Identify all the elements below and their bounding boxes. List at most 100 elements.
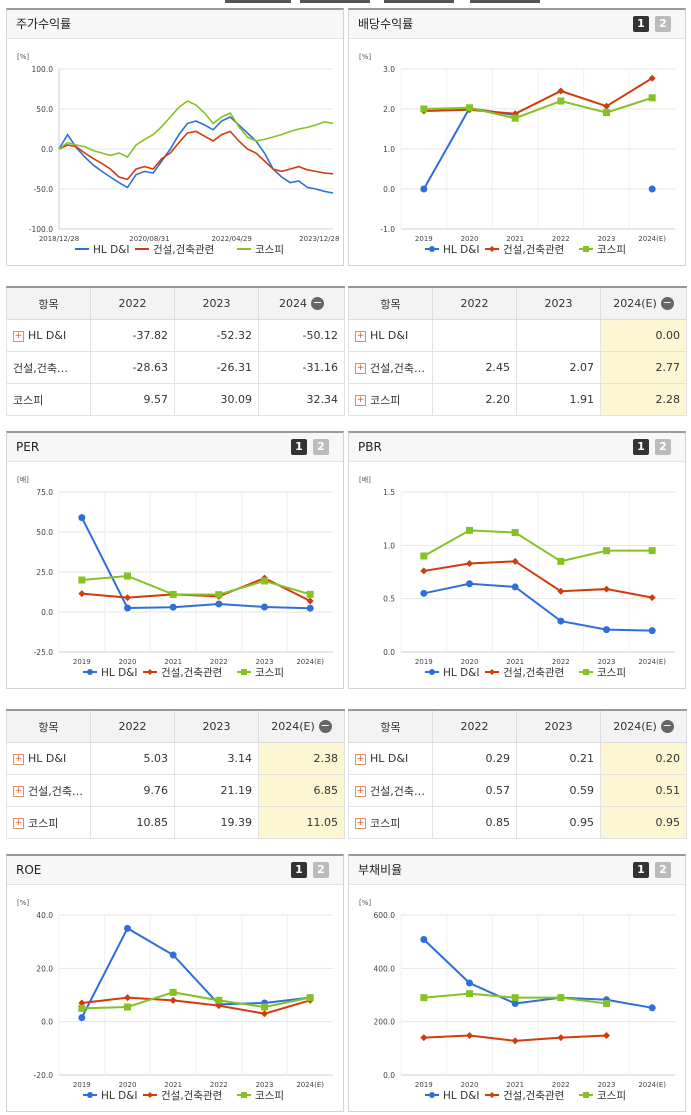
- data-point-kos: [124, 572, 131, 580]
- expand-icon[interactable]: +: [355, 818, 366, 829]
- view-2-button[interactable]: 2: [313, 439, 329, 455]
- data-point-kos: [466, 104, 473, 112]
- legend-label-kos: 코스피: [597, 667, 626, 679]
- table-header-cell: 2022: [90, 286, 175, 320]
- view-1-button[interactable]: 1: [633, 439, 649, 455]
- expand-icon[interactable]: +: [13, 330, 24, 342]
- y-tick-label: 0.0: [41, 1018, 53, 1027]
- row-label: + HL D&I: [6, 319, 91, 352]
- data-point-con: [78, 590, 86, 598]
- table-row: 코스피 9.57 30.09 32.34: [6, 383, 345, 416]
- y-tick-label: 1.5: [383, 488, 395, 497]
- legend-marker-con: [147, 1092, 153, 1098]
- y-tick-label: 1.0: [383, 145, 395, 154]
- view-1-button[interactable]: 1: [291, 439, 307, 455]
- legend-label-con: 건설,건축관련: [161, 1090, 222, 1102]
- view-2-button[interactable]: 2: [313, 862, 329, 878]
- table-row: + 코스피 10.85 19.39 11.05: [6, 806, 345, 839]
- table-header-cell: 2022: [90, 709, 175, 743]
- collapse-icon[interactable]: −: [660, 719, 674, 734]
- row-label: + HL D&I: [348, 319, 433, 352]
- expand-icon[interactable]: +: [355, 786, 366, 797]
- panel-title: 주가수익률: [7, 10, 343, 39]
- legend-marker-con: [489, 246, 495, 252]
- series-line-hl: [423, 582, 653, 632]
- table-cell: 0.51: [600, 774, 687, 807]
- y-tick-label: 0.0: [41, 145, 53, 154]
- table-cell: 2.07: [516, 351, 601, 384]
- data-point-con: [466, 1032, 473, 1040]
- table-row: + 코스피 0.85 0.95 0.95: [348, 806, 687, 839]
- data-point-con: [420, 567, 428, 575]
- view-2-button[interactable]: 2: [655, 16, 671, 32]
- data-point-hl: [124, 924, 131, 932]
- data-point-con: [215, 1002, 223, 1010]
- row-label: 건설,건축…: [6, 351, 91, 384]
- x-tick-label: 2023: [598, 1081, 616, 1089]
- series-line-kos: [81, 574, 311, 596]
- x-tick-label: 2021: [506, 658, 524, 666]
- x-tick-label: 2022: [552, 658, 570, 666]
- per-table: 항목 2022 2023 2024(E) − + HL D&I 5.03 3.14 2.38 + 건설…: [6, 709, 345, 839]
- data-point-hl: [261, 603, 268, 611]
- legend-marker-kos: [241, 1092, 247, 1098]
- expand-icon[interactable]: +: [13, 818, 24, 829]
- expand-icon[interactable]: +: [355, 395, 366, 406]
- y-tick-label: -100.0: [29, 225, 53, 234]
- data-point-kos: [124, 1003, 131, 1011]
- table-cell: 9.76: [90, 774, 175, 807]
- collapse-icon[interactable]: −: [311, 296, 324, 311]
- data-point-kos: [306, 994, 314, 1002]
- x-tick-label: 2024(E): [638, 658, 666, 666]
- y-tick-label: 400.0: [374, 964, 396, 973]
- data-point-con: [557, 587, 565, 595]
- debt-ratio-panel: 부채비율 1 2 [%] 600.0 400.0 200.0 0.0 2019 2020 20…: [348, 854, 686, 1112]
- x-tick-label: 2020: [119, 658, 137, 666]
- expand-icon[interactable]: +: [355, 330, 366, 342]
- data-point-con: [306, 597, 314, 605]
- legend-marker-kos: [583, 246, 589, 252]
- data-point-hl: [420, 185, 428, 193]
- legend-label-con: 건설,건축관련: [503, 244, 564, 256]
- panel-title: 부채비율: [358, 863, 403, 877]
- data-point-kos: [78, 1004, 86, 1012]
- x-tick-label: 2021: [164, 1081, 182, 1089]
- x-tick-label: 2019: [415, 658, 433, 666]
- collapse-icon[interactable]: −: [660, 296, 674, 311]
- per-chart: [배] 75.0 50.0 25.0 0.0 -25.0 2019 2020 2021 2022 2…: [17, 475, 333, 679]
- table-cell: -26.31: [174, 351, 259, 384]
- data-point-con: [648, 74, 656, 82]
- x-tick-label: 2020/08/31: [129, 235, 169, 243]
- expand-icon[interactable]: +: [355, 753, 366, 765]
- data-point-hl: [466, 580, 473, 588]
- view-1-button[interactable]: 1: [291, 862, 307, 878]
- x-tick-label: 2023: [256, 658, 274, 666]
- series-line-hl: [80, 517, 311, 610]
- view-2-button[interactable]: 2: [655, 439, 671, 455]
- table-cell: 6.85: [258, 774, 345, 807]
- data-point-con: [648, 594, 656, 602]
- expand-icon[interactable]: +: [355, 363, 366, 374]
- row-label: + HL D&I: [6, 742, 91, 775]
- y-tick-label: 20.0: [36, 964, 53, 973]
- table-header-cell: 항목: [6, 286, 91, 320]
- table-cell: 0.57: [432, 774, 517, 807]
- view-1-button[interactable]: 1: [633, 16, 649, 32]
- table-row: + HL D&I 0.00: [348, 319, 687, 352]
- data-point-kos: [420, 994, 428, 1002]
- collapse-icon[interactable]: −: [318, 719, 332, 734]
- table-cell: 5.03: [90, 742, 175, 775]
- x-tick-label: 2021: [164, 658, 182, 666]
- x-tick-label: 2022: [210, 1081, 228, 1089]
- data-point-kos: [511, 994, 519, 1002]
- row-label: + 건설,건축…: [6, 774, 91, 807]
- expand-icon[interactable]: +: [13, 786, 24, 797]
- data-point-hl: [466, 979, 473, 987]
- data-point-hl: [420, 589, 428, 597]
- view-2-button[interactable]: 2: [655, 862, 671, 878]
- view-1-button[interactable]: 1: [633, 862, 649, 878]
- data-point-kos: [511, 114, 519, 122]
- y-tick-label: 0.0: [41, 608, 53, 617]
- roe-chart: [%] 40.0 20.0 0.0 -20.0 2019 2020 2021 2022 2023 2…: [17, 899, 333, 1102]
- expand-icon[interactable]: +: [13, 753, 24, 765]
